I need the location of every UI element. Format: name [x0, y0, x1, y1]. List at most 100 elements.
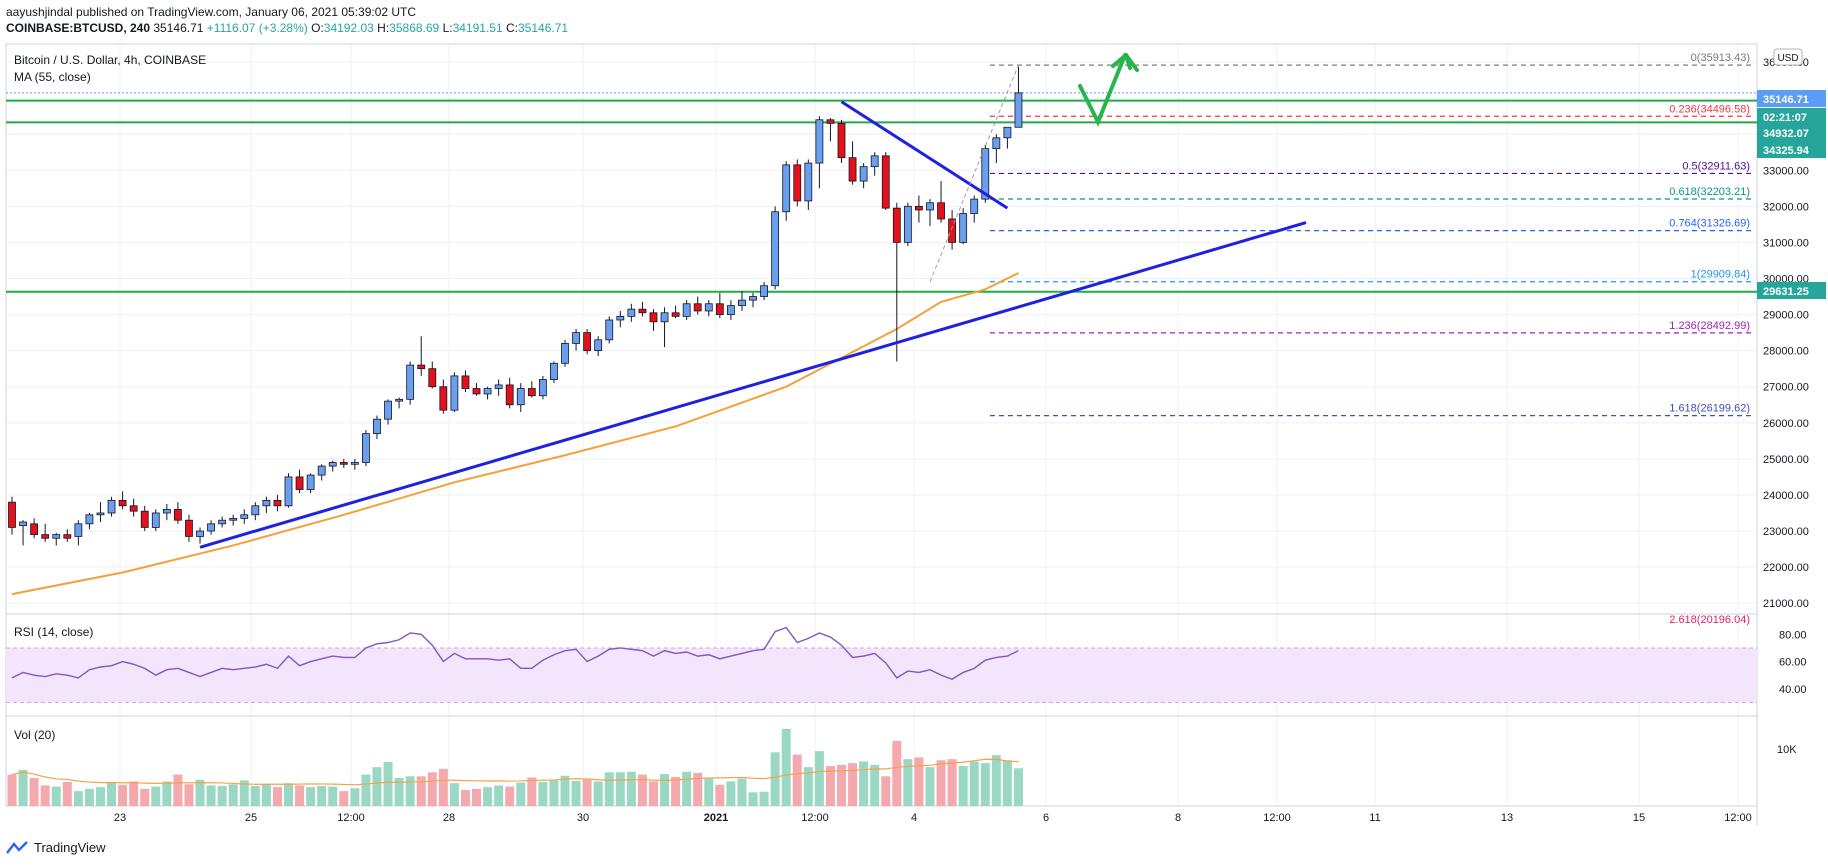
candle-body-down	[8, 501, 16, 528]
projection-arrow	[1078, 53, 1139, 127]
candle-body-up	[981, 148, 990, 200]
candle-body-up	[395, 398, 404, 402]
symbol-label: COINBASE:BTCUSD, 240	[6, 21, 151, 35]
candle	[1014, 66, 1023, 128]
low-value: 34191.51	[452, 21, 503, 35]
candle	[870, 152, 879, 176]
volume-bar	[848, 763, 858, 806]
candle	[251, 502, 260, 521]
time-tick-label: 12:00	[801, 812, 829, 824]
candle	[19, 520, 27, 546]
candle-body-up	[804, 162, 813, 202]
price-tick-label: 26000.00	[1763, 418, 1809, 430]
projection-arrow-head	[1124, 53, 1132, 70]
publisher-name[interactable]: aayushjindal	[6, 5, 73, 19]
candle	[196, 527, 204, 544]
price-tick-label: 31000.00	[1763, 237, 1809, 249]
volume-bar	[118, 784, 128, 806]
price-tick-label: 33000.00	[1763, 165, 1809, 177]
volume-bar	[195, 779, 205, 806]
candle-body-up	[450, 375, 459, 411]
candle	[516, 383, 525, 412]
volume-bar	[372, 767, 382, 806]
candle-body-down	[527, 388, 536, 397]
rsi-line	[11, 626, 1019, 681]
volume-bar	[405, 776, 415, 806]
volume-bar	[693, 772, 703, 806]
fibonacci-retracement: 0(35913.43) 0.236(34496.58) 0.5(32911.63) 0…	[990, 52, 1752, 626]
volume-bar	[593, 781, 603, 806]
candle-body-up	[572, 332, 580, 344]
price-tick-label: 22000.00	[1763, 562, 1809, 574]
price-tag: 34325.94	[1757, 141, 1826, 158]
candle-body-down	[30, 523, 39, 536]
candle	[594, 336, 603, 357]
volume-bar	[516, 782, 526, 806]
volume-bar	[438, 768, 448, 806]
candle	[107, 496, 116, 517]
time-tick-label: 28	[443, 812, 455, 824]
volume-bar	[881, 776, 891, 806]
rsi-tick-label: 80.00	[1779, 629, 1807, 641]
volume-bar	[416, 776, 426, 806]
price-tag: 35146.71	[1757, 90, 1826, 107]
volume-bar	[250, 786, 260, 806]
candle	[173, 502, 182, 524]
volume-bar	[306, 787, 316, 806]
fib-trend-line	[929, 64, 1019, 282]
candle-body-up	[859, 166, 868, 182]
price-tag-bg	[1757, 282, 1826, 299]
candle	[41, 523, 50, 542]
volume-bar	[173, 774, 183, 806]
price-tag-bg	[1757, 90, 1826, 107]
candle-body-up	[196, 530, 204, 537]
volume-bar	[383, 762, 393, 806]
price-tag-label: 02:21:07	[1763, 112, 1807, 124]
time-tick-label: 4	[911, 812, 917, 824]
candle-body-up	[682, 303, 691, 317]
candle	[616, 310, 625, 328]
volume-bar	[505, 786, 515, 806]
candle	[406, 361, 415, 405]
candle-body-up	[1003, 126, 1012, 139]
candle-body-down	[583, 332, 592, 352]
candle	[627, 303, 636, 322]
volume-bar	[859, 761, 869, 806]
candle	[903, 202, 912, 247]
candle-body-up	[229, 517, 238, 521]
volume-bar	[339, 791, 349, 806]
price-tag: 34932.07	[1757, 124, 1826, 141]
price-tick-label: 27000.00	[1763, 382, 1809, 394]
volume-bar	[494, 785, 504, 806]
volume-bar	[958, 766, 968, 806]
price-tag: 02:21:07	[1757, 108, 1826, 125]
volume-bar	[427, 772, 437, 806]
candle-body-up	[240, 514, 249, 519]
high-label: H:	[377, 21, 390, 35]
candle	[417, 336, 426, 376]
volume-bar	[449, 783, 459, 806]
volume-bar	[295, 785, 305, 806]
candle	[207, 520, 215, 535]
price-tag-label: 34325.94	[1763, 145, 1810, 157]
candle-body-down	[129, 505, 138, 512]
footer-branding[interactable]: TradingView	[6, 840, 106, 855]
candle-body-down	[638, 308, 647, 314]
candlesticks	[8, 66, 1023, 546]
candle	[815, 116, 824, 189]
candle-body-up	[903, 205, 912, 243]
candle	[915, 195, 923, 223]
candle	[527, 381, 536, 398]
candle	[771, 206, 780, 290]
volume-legend-label: Vol (20)	[14, 728, 55, 742]
candle	[848, 141, 857, 185]
brand-name: TradingView	[34, 840, 106, 855]
candle-body-up	[749, 296, 757, 301]
fib-level-label: 0.764(31326.69)	[1669, 218, 1750, 230]
volume-bar	[51, 786, 61, 806]
candle-body-up	[350, 462, 359, 465]
volume-bar	[1013, 768, 1023, 806]
candle	[262, 496, 271, 513]
volume-bar	[140, 788, 150, 806]
